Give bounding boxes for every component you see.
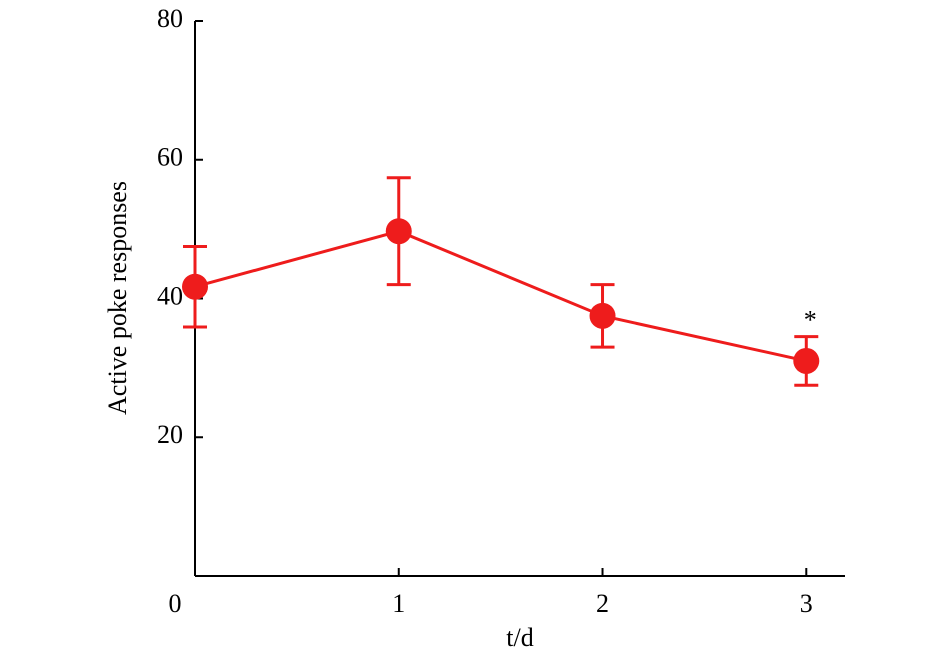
x-tick-label: 2 (596, 589, 609, 618)
y-axis-label: Active poke responses (103, 181, 132, 415)
data-point (182, 273, 208, 300)
x-tick-label: 1 (392, 589, 405, 618)
data-point (589, 302, 616, 329)
y-tick-label: 60 (157, 143, 183, 172)
x-tick-label: 0 (169, 589, 182, 618)
y-tick-label: 20 (157, 420, 183, 449)
y-tick-label: 40 (157, 281, 183, 310)
y-tick-label: 80 (157, 4, 183, 33)
x-tick-label: 3 (800, 589, 813, 618)
x-axis-label: t/d (506, 623, 533, 652)
data-point (793, 347, 820, 374)
data-point (385, 218, 412, 245)
annotation: * (804, 306, 817, 335)
series-line (194, 229, 807, 363)
